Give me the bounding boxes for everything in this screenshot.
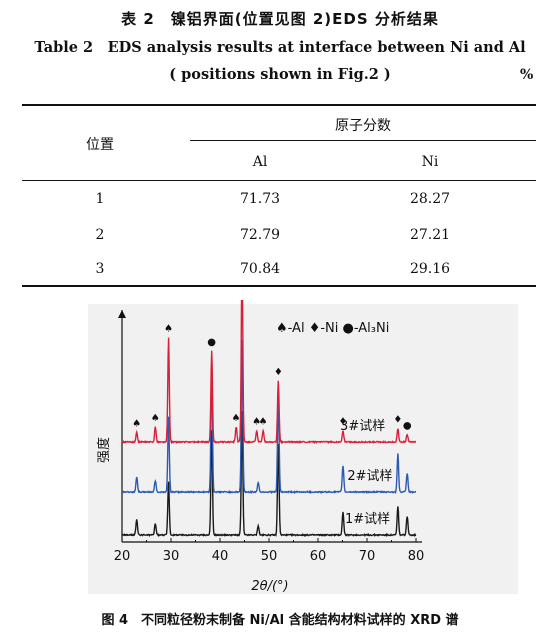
- table-row-1-position: 1: [95, 191, 105, 207]
- peak-marker: ●: [403, 420, 412, 431]
- series-line-1: [121, 411, 417, 538]
- peak-marker: ♦: [393, 415, 402, 426]
- table-row-2-ni: 27.21: [409, 227, 451, 243]
- peak-marker: ♠: [259, 417, 268, 428]
- chart-labels: 1#试样 2#试样 3#试样: [340, 419, 393, 527]
- header-position: 位置: [86, 137, 114, 153]
- header-al: Al: [252, 154, 268, 170]
- table-bottom-rule: [22, 285, 536, 287]
- series-label-1: 1#试样: [345, 512, 390, 527]
- chart-legend: ♠-Al ♦-Ni ●-Al₃Ni: [276, 321, 389, 336]
- table-row-3-position: 3: [95, 261, 105, 277]
- chart-traces: [121, 300, 417, 538]
- x-tick-label: 60: [310, 549, 327, 564]
- chart-background: [88, 304, 518, 594]
- y-axis-label: 强度: [96, 437, 112, 463]
- peak-marker: ♠: [132, 419, 141, 430]
- table-title-en: Table 2 EDS analysis results at interfac…: [34, 39, 526, 56]
- table-title-en-positions: ( positions shown in Fig.2 ): [169, 66, 391, 83]
- table-title-cn: 表 2 镍铝界面(位置见图 2)EDS 分析结果: [121, 10, 439, 28]
- x-tick-label: 40: [212, 549, 229, 564]
- figure-caption: 图 4 不同粒径粉末制备 Ni/Al 含能结构材料试样的 XRD 谱: [101, 613, 459, 628]
- table-row-3-ni: 29.16: [409, 261, 451, 277]
- peak-marker: ♦: [274, 367, 283, 378]
- y-axis-arrow: [118, 310, 126, 318]
- peak-marker: ♠: [252, 417, 261, 428]
- table-unit: %: [520, 67, 534, 83]
- series-line-2: [122, 339, 416, 495]
- series-label-2: 2#试样: [347, 469, 392, 484]
- peak-marker: ♠: [151, 413, 160, 424]
- table-row-3-al: 70.84: [239, 261, 281, 277]
- header-atomic-fraction: 原子分数: [335, 118, 391, 134]
- peak-marker: ♠: [232, 413, 241, 424]
- chart-axes: 20 30 40 50 60 70 80: [114, 310, 425, 564]
- x-tick-label: 70: [359, 549, 376, 564]
- series-label-3: 3#试样: [340, 419, 385, 434]
- peak-marker: ♦: [339, 417, 348, 428]
- x-tick-label: 30: [163, 549, 180, 564]
- table-header-rule: [22, 180, 536, 181]
- table-row-1-al: 71.73: [239, 191, 281, 207]
- series-line-3: [121, 300, 417, 445]
- peak-marker: ♠: [164, 324, 173, 335]
- table-row-2-al: 72.79: [239, 227, 281, 243]
- x-tick-label: 50: [261, 549, 278, 564]
- table-top-rule: [22, 104, 536, 106]
- chart-markers: ♠♠♠●♠♦♠♠♦♦♦●: [132, 324, 412, 432]
- table-row-2-position: 2: [95, 227, 105, 243]
- peak-marker: ●: [207, 337, 216, 348]
- table-group-rule: [190, 140, 536, 141]
- x-tick-label: 20: [114, 549, 131, 564]
- header-ni: Ni: [421, 154, 439, 170]
- x-tick-label: 80: [408, 549, 425, 564]
- table-row-1-ni: 28.27: [409, 191, 451, 207]
- x-axis-label: 2θ/(°): [251, 579, 288, 594]
